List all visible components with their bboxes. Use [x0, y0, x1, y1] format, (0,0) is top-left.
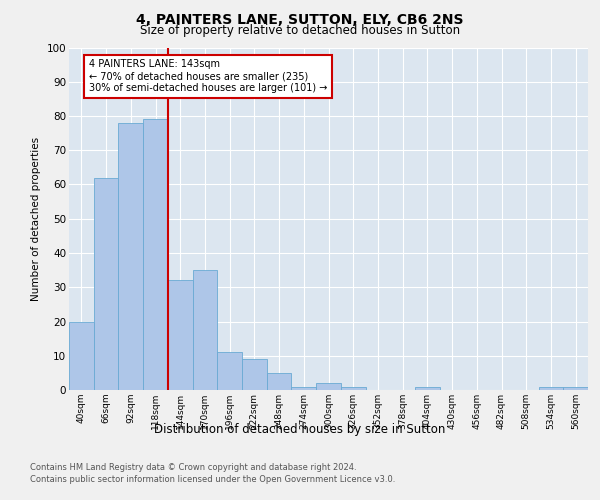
- Text: Distribution of detached houses by size in Sutton: Distribution of detached houses by size …: [154, 422, 446, 436]
- Bar: [292, 386, 316, 390]
- Bar: [193, 270, 217, 390]
- Y-axis label: Number of detached properties: Number of detached properties: [31, 136, 41, 301]
- Bar: [69, 322, 94, 390]
- Bar: [341, 386, 365, 390]
- Bar: [168, 280, 193, 390]
- Bar: [316, 383, 341, 390]
- Text: Size of property relative to detached houses in Sutton: Size of property relative to detached ho…: [140, 24, 460, 37]
- Bar: [217, 352, 242, 390]
- Text: 4, PAINTERS LANE, SUTTON, ELY, CB6 2NS: 4, PAINTERS LANE, SUTTON, ELY, CB6 2NS: [136, 12, 464, 26]
- Bar: [539, 386, 563, 390]
- Text: Contains HM Land Registry data © Crown copyright and database right 2024.: Contains HM Land Registry data © Crown c…: [30, 462, 356, 471]
- Bar: [267, 373, 292, 390]
- Bar: [563, 386, 588, 390]
- Bar: [415, 386, 440, 390]
- Bar: [94, 178, 118, 390]
- Text: Contains public sector information licensed under the Open Government Licence v3: Contains public sector information licen…: [30, 475, 395, 484]
- Bar: [143, 120, 168, 390]
- Bar: [242, 359, 267, 390]
- Bar: [118, 123, 143, 390]
- Text: 4 PAINTERS LANE: 143sqm
← 70% of detached houses are smaller (235)
30% of semi-d: 4 PAINTERS LANE: 143sqm ← 70% of detache…: [89, 60, 327, 92]
